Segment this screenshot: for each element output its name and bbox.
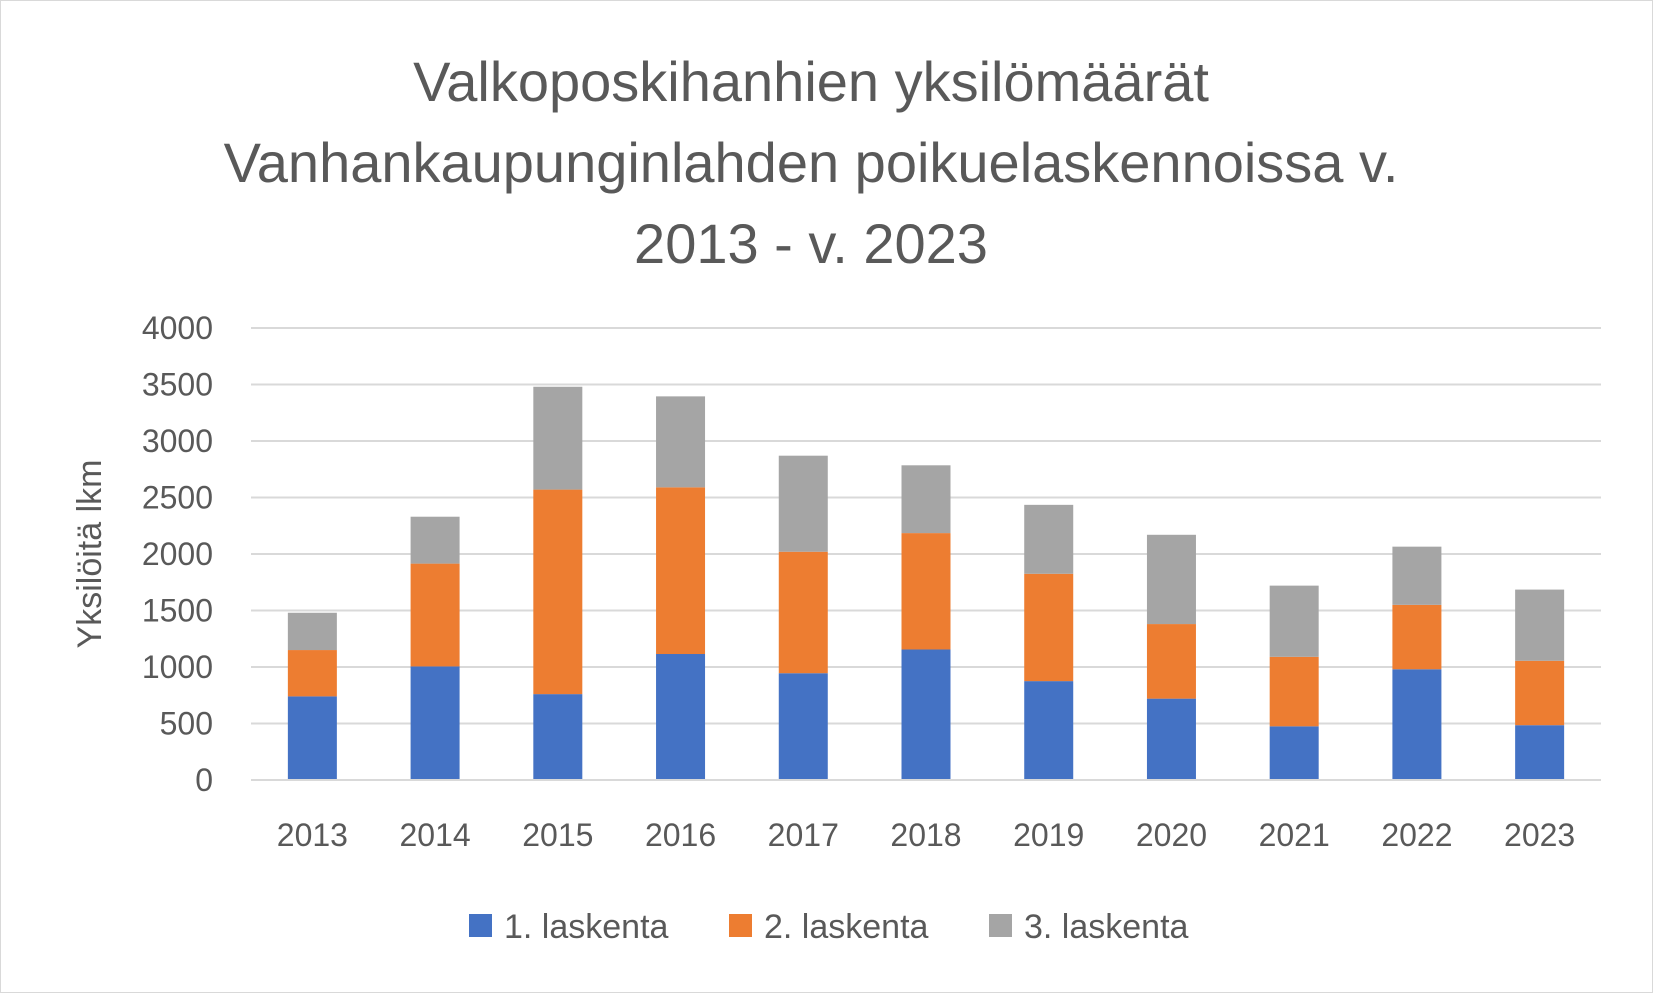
- x-tick-label: 2016: [645, 817, 716, 853]
- x-tick-label: 2017: [768, 817, 839, 853]
- x-tick-label: 2013: [277, 817, 348, 853]
- chart-title-line-3: 2013 - v. 2023: [634, 212, 988, 275]
- bar-segment-1-2013: [287, 696, 337, 780]
- y-tick-label: 2500: [142, 480, 213, 516]
- x-tick-label: 2023: [1504, 817, 1575, 853]
- x-tick-label: 2018: [890, 817, 961, 853]
- bar-segment-1-2014: [410, 666, 460, 780]
- x-tick-label: 2020: [1136, 817, 1207, 853]
- x-tick-label: 2015: [522, 817, 593, 853]
- legend-swatch-1: [469, 914, 492, 937]
- bar-segment-3-2023: [1515, 589, 1565, 661]
- x-tick-label: 2019: [1013, 817, 1084, 853]
- bar-segment-2-2022: [1392, 604, 1442, 670]
- x-tick-label: 2021: [1259, 817, 1330, 853]
- bar-segment-1-2018: [901, 649, 951, 780]
- chart-title-line-1: Valkoposkihanhien yksilömäärät: [413, 50, 1209, 113]
- y-tick-labels: 0 500 1000 1500 2000 2500 3000 3500 4000: [142, 310, 213, 798]
- y-tick-label: 1000: [142, 649, 213, 685]
- bar-segment-2-2013: [287, 650, 337, 697]
- x-tick-label: 2022: [1381, 817, 1452, 853]
- bar-segment-3-2013: [287, 612, 337, 651]
- bar-segment-2-2018: [901, 533, 951, 650]
- bar-segment-3-2016: [656, 396, 706, 488]
- bars: [287, 386, 1565, 780]
- y-tick-label: 4000: [142, 310, 213, 346]
- bar-segment-2-2021: [1269, 656, 1319, 727]
- bar-segment-1-2023: [1515, 725, 1565, 780]
- bar-segment-1-2022: [1392, 669, 1442, 780]
- y-tick-label: 2000: [142, 536, 213, 572]
- bar-segment-2-2023: [1515, 660, 1565, 726]
- bar-segment-3-2021: [1269, 585, 1319, 657]
- bar-segment-2-2017: [778, 551, 828, 674]
- legend-label-2: 2. laskenta: [764, 908, 929, 946]
- y-tick-label: 3500: [142, 367, 213, 403]
- bar-segment-2-2019: [1024, 573, 1074, 682]
- bar-segment-3-2019: [1024, 504, 1074, 574]
- bar-segment-1-2017: [778, 673, 828, 780]
- bar-segment-1-2015: [533, 694, 583, 780]
- bar-segment-3-2020: [1146, 534, 1196, 625]
- x-tick-labels: 2013 2014 2015 2016 2017 2018 2019 2020 2021 2022…: [277, 817, 1575, 853]
- y-axis-title: Yksilöitä lkm: [71, 460, 109, 649]
- legend-label-1: 1. laskenta: [504, 908, 669, 946]
- legend-swatch-2: [729, 914, 752, 937]
- bar-segment-1-2016: [656, 654, 706, 780]
- bar-segment-1-2019: [1024, 681, 1074, 780]
- legend: 1. laskenta 2. laskenta 3. laskenta: [469, 908, 1189, 946]
- bar-segment-2-2015: [533, 489, 583, 695]
- y-tick-label: 0: [195, 762, 213, 798]
- bar-segment-3-2022: [1392, 546, 1442, 605]
- y-tick-label: 3000: [142, 423, 213, 459]
- bar-segment-2-2014: [410, 563, 460, 667]
- bar-segment-3-2014: [410, 516, 460, 564]
- bar-segment-1-2020: [1146, 698, 1196, 780]
- legend-swatch-3: [989, 914, 1012, 937]
- y-tick-label: 1500: [142, 593, 213, 629]
- bar-segment-2-2016: [656, 487, 706, 655]
- bar-segment-1-2021: [1269, 726, 1319, 780]
- chart-title: Valkoposkihanhien yksilömäärät Vanhankau…: [201, 41, 1421, 284]
- bar-segment-2-2020: [1146, 624, 1196, 699]
- bar-segment-3-2017: [778, 455, 828, 552]
- x-tick-label: 2014: [399, 817, 470, 853]
- legend-label-3: 3. laskenta: [1024, 908, 1189, 946]
- bar-segment-3-2015: [533, 386, 583, 490]
- bar-segment-3-2018: [901, 465, 951, 534]
- chart-title-line-2: Vanhankaupunginlahden poikuelaskennoissa…: [223, 131, 1399, 194]
- y-tick-label: 500: [160, 706, 213, 742]
